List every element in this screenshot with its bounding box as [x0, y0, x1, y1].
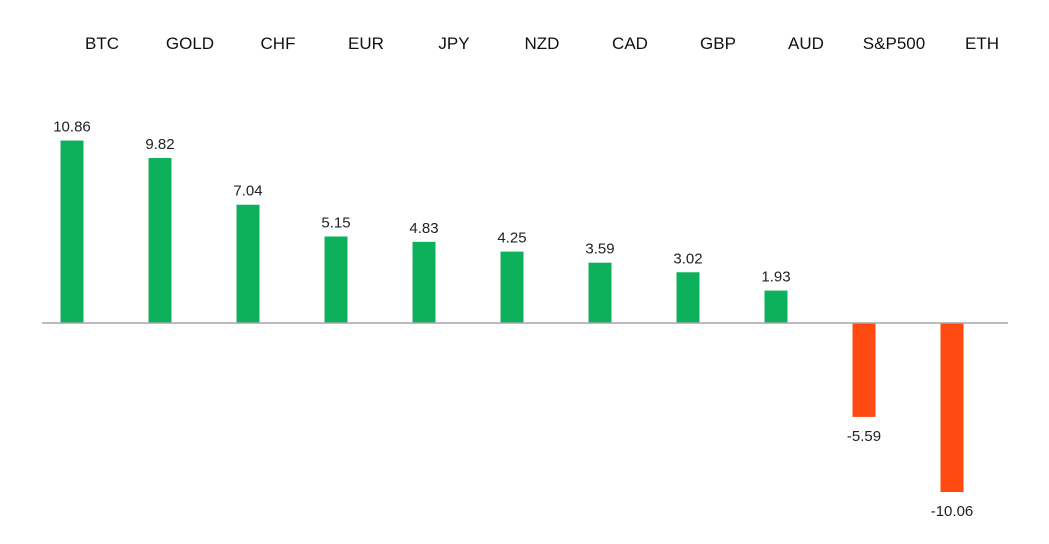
value-label-jpy: 4.83 [409, 220, 438, 237]
value-label-eth: -10.06 [931, 503, 974, 520]
bar-eth [940, 323, 964, 493]
category-label-eth: ETH [965, 34, 999, 53]
category-label-chf: CHF [261, 34, 296, 53]
value-label-cad: 3.59 [585, 241, 614, 258]
bar-gbp [676, 272, 700, 323]
value-label-btc: 10.86 [53, 119, 91, 136]
category-label-btc: BTC [85, 34, 119, 53]
category-label-aud: AUD [788, 34, 824, 53]
bar-cad [588, 262, 612, 323]
value-label-nzd: 4.25 [497, 230, 526, 247]
bar-jpy [412, 241, 436, 323]
value-label-s-p500: -5.59 [847, 428, 881, 445]
bar-eur [324, 236, 348, 323]
value-label-gbp: 3.02 [673, 250, 702, 267]
bar-aud [764, 290, 788, 323]
bar-s-p500 [852, 323, 876, 417]
bar-nzd [500, 251, 524, 323]
category-label-eur: EUR [348, 34, 384, 53]
bars [60, 140, 964, 493]
bar-btc [60, 140, 84, 323]
value-labels: 10.86 9.82 7.04 5.15 4.83 4.25 3.59 3.02 1.93 -5.… [53, 119, 973, 520]
category-label-gold: GOLD [166, 34, 214, 53]
value-label-aud: 1.93 [761, 269, 790, 286]
category-labels: BTC GOLD CHF EUR JPY NZD CAD GBP AUD S&P500 ETH [85, 34, 999, 53]
value-label-gold: 9.82 [145, 136, 174, 153]
category-label-jpy: JPY [438, 34, 469, 53]
category-label-gbp: GBP [700, 34, 736, 53]
value-label-eur: 5.15 [321, 214, 350, 231]
category-label-s-p500: S&P500 [863, 34, 925, 53]
category-label-cad: CAD [612, 34, 648, 53]
bar-gold [148, 158, 172, 323]
value-label-chf: 7.04 [233, 183, 262, 200]
category-label-nzd: NZD [525, 34, 560, 53]
bar-chf [236, 204, 260, 323]
